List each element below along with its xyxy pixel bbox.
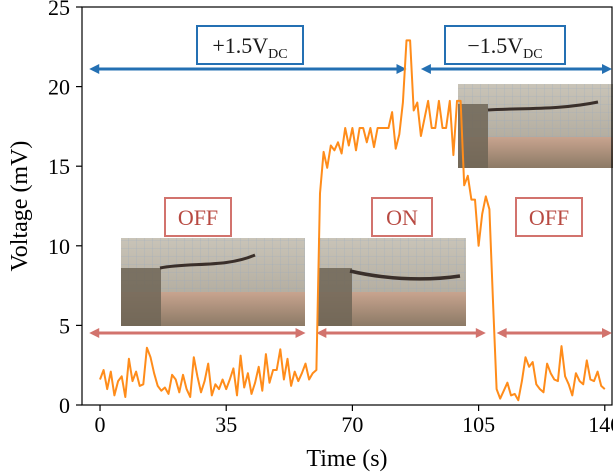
double-arrow: [89, 64, 407, 74]
x-tick-label: 0: [95, 412, 106, 437]
y-tick-label: 15: [48, 154, 70, 179]
photo-inset-off-1: [121, 238, 305, 326]
x-tick-label: 35: [215, 412, 237, 437]
annotation-box: OFF: [164, 197, 232, 237]
annotation-box: −1.5VDC: [444, 25, 566, 65]
y-tick-label: 20: [48, 75, 70, 100]
x-tick-label: 105: [462, 412, 495, 437]
annotation-label: OFF: [178, 205, 218, 230]
x-axis-label: Time (s): [306, 446, 387, 472]
y-axis-label: Voltage (mV): [7, 141, 33, 272]
y-tick-label: 25: [48, 0, 70, 20]
x-tick-label: 140: [588, 412, 613, 437]
y-tick-label: 0: [59, 393, 70, 418]
annotation-label: −1.5VDC: [467, 33, 542, 62]
photo-inset-on: [318, 238, 466, 326]
annotation-box: ON: [371, 197, 433, 237]
x-tick-label: 70: [341, 412, 363, 437]
series-line: [99, 39, 606, 402]
double-arrow: [420, 64, 612, 74]
y-tick-label: 10: [48, 234, 70, 259]
photo-inset-voltage-reverse: [458, 84, 613, 168]
plot-frame: [81, 6, 613, 406]
annotation-label: OFF: [529, 205, 569, 230]
annotation-label: ON: [386, 205, 418, 230]
double-arrow: [496, 328, 612, 338]
double-arrow: [89, 328, 306, 338]
annotation-label: +1.5VDC: [212, 33, 287, 62]
annotation-box: OFF: [515, 197, 583, 237]
annotation-box: +1.5VDC: [196, 25, 304, 65]
y-tick-label: 5: [59, 313, 70, 338]
double-arrow: [316, 328, 486, 338]
